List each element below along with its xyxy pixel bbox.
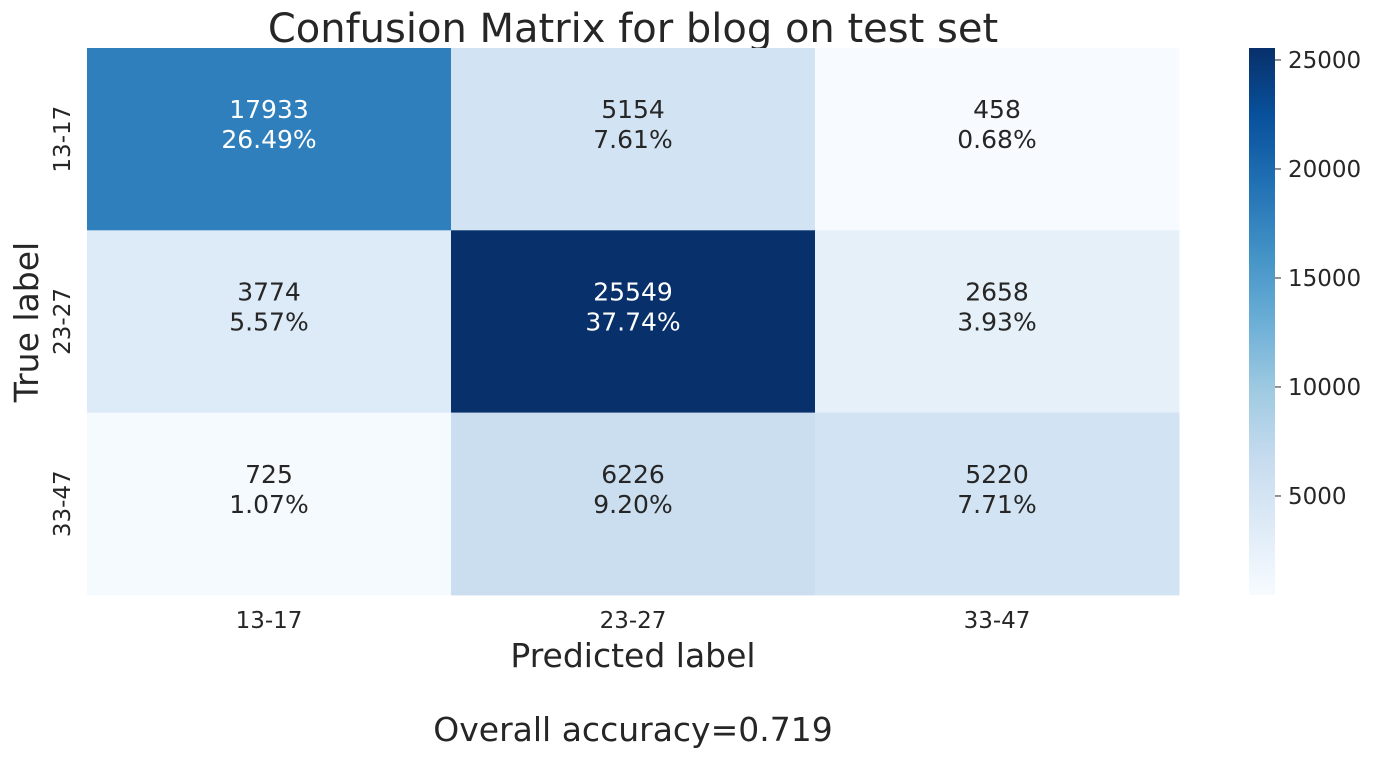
- x-axis-label: Predicted label: [510, 636, 755, 675]
- colorbar: [1249, 48, 1275, 595]
- colorbar-tick-label: 20000: [1288, 157, 1361, 183]
- chart-title: Confusion Matrix for blog on test set: [268, 6, 998, 52]
- cell-count-label: 25549: [593, 277, 673, 306]
- cell-percentage-label: 7.71%: [957, 490, 1036, 519]
- overall-accuracy-text: Overall accuracy=0.719: [433, 710, 833, 749]
- cell-percentage-label: 9.20%: [593, 490, 672, 519]
- cell-percentage-label: 1.07%: [229, 490, 308, 519]
- heatmap-cell: [815, 48, 1180, 231]
- cell-count-label: 725: [245, 460, 293, 489]
- y-tick-label: 13-17: [50, 106, 76, 173]
- y-tick-label: 23-27: [50, 288, 76, 355]
- x-tick-label: 13-17: [236, 608, 303, 634]
- heatmap-cell: [815, 412, 1180, 596]
- colorbar-tick-label: 5000: [1288, 484, 1347, 510]
- cell-percentage-label: 0.68%: [957, 125, 1036, 154]
- heatmap-cell: [87, 412, 452, 596]
- heatmap-cell: [815, 230, 1180, 414]
- y-tick-labels: 13-17 23-27 33-47: [50, 106, 76, 537]
- colorbar-tick-label: 10000: [1288, 375, 1361, 401]
- x-tick-label: 23-27: [600, 608, 667, 634]
- cell-count-label: 2658: [965, 277, 1029, 306]
- colorbar-tick-label: 15000: [1288, 266, 1361, 292]
- cell-count-label: 6226: [601, 460, 665, 489]
- cell-count-label: 17933: [229, 95, 309, 124]
- cell-count-label: 3774: [237, 277, 301, 306]
- cell-count-label: 5154: [601, 95, 665, 124]
- heatmap-cell: [87, 48, 452, 231]
- y-tick-label: 33-47: [50, 470, 76, 537]
- colorbar-tick-label: 25000: [1288, 48, 1361, 74]
- heatmap-cell: [451, 412, 816, 596]
- cell-percentage-label: 7.61%: [593, 125, 672, 154]
- y-axis-label: True label: [7, 242, 46, 403]
- colorbar-tick-labels: 5000 10000 15000 20000 25000: [1275, 48, 1361, 510]
- cell-percentage-label: 37.74%: [585, 307, 680, 336]
- heatmap-cell: [451, 48, 816, 231]
- x-tick-labels: 13-17 23-27 33-47: [236, 608, 1031, 634]
- cell-percentage-label: 5.57%: [229, 307, 308, 336]
- cell-percentage-label: 26.49%: [221, 125, 316, 154]
- heatmap-cell: [87, 230, 452, 414]
- confusion-matrix-chart: Confusion Matrix for blog on test set 17…: [7, 6, 1361, 675]
- heatmap-cell: [451, 230, 816, 414]
- cell-percentage-label: 3.93%: [957, 307, 1036, 336]
- cell-count-label: 458: [973, 95, 1021, 124]
- cell-count-label: 5220: [965, 460, 1029, 489]
- x-tick-label: 33-47: [964, 608, 1031, 634]
